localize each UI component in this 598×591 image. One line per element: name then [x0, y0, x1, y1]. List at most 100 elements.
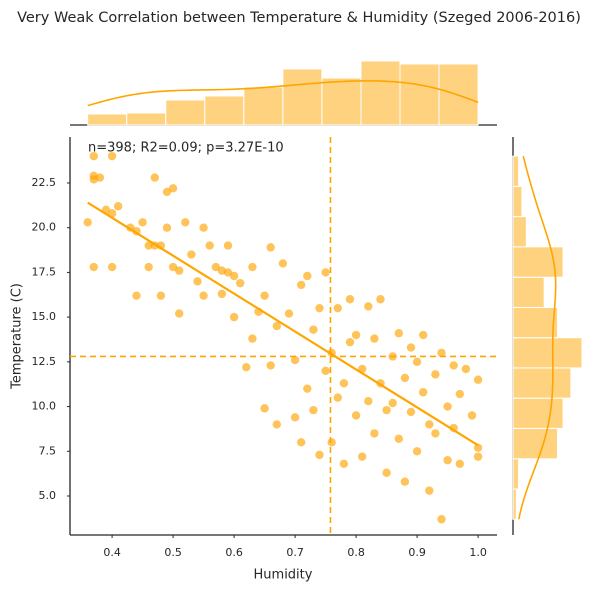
point [144, 262, 153, 272]
point [473, 443, 483, 452]
point [107, 151, 117, 161]
point [217, 289, 227, 299]
point [162, 223, 172, 232]
point [351, 411, 361, 420]
point [394, 329, 403, 338]
right-hist-bar [512, 488, 517, 520]
annotation: n=398; R2=0.09; p=3.27E-10 [88, 141, 284, 156]
top-hist-bar [321, 77, 362, 126]
point [449, 361, 458, 370]
point [296, 280, 306, 290]
point [400, 373, 410, 383]
point [272, 321, 281, 331]
point [290, 413, 300, 422]
point [321, 366, 330, 375]
y-tick-label: 10.0 [32, 400, 57, 413]
point [211, 262, 220, 272]
right-hist-bar [512, 185, 523, 218]
point [418, 330, 428, 340]
point [473, 452, 483, 461]
top-hist-bar [243, 86, 284, 126]
point [443, 402, 452, 411]
point [260, 291, 269, 300]
point [266, 243, 275, 252]
point [187, 250, 196, 259]
point [132, 291, 141, 300]
point [406, 407, 416, 417]
top-hist-bar [360, 60, 401, 126]
x-tick-label: 0.5 [164, 546, 182, 559]
point [284, 309, 294, 318]
point [174, 309, 184, 318]
point [223, 268, 233, 277]
point [400, 477, 410, 486]
point [199, 223, 208, 232]
y-tick-label: 22.5 [32, 176, 57, 189]
point [309, 405, 318, 415]
point [443, 456, 452, 465]
top-hist-bar [126, 112, 167, 126]
point [455, 459, 464, 469]
point [107, 262, 117, 272]
point [431, 429, 440, 438]
right-hist-bar [512, 367, 572, 399]
point [229, 312, 239, 322]
point [382, 405, 391, 415]
point [431, 370, 440, 379]
point [418, 388, 428, 397]
point [95, 173, 105, 182]
point [370, 429, 379, 438]
right-hist-bar [512, 276, 545, 308]
x-tick-label: 0.6 [225, 546, 243, 559]
point [272, 420, 281, 429]
top-hist-bar [204, 95, 245, 126]
top-hist-bar [165, 99, 206, 126]
point [364, 302, 373, 311]
point [248, 334, 257, 343]
point [467, 411, 477, 420]
right-hist-bar [512, 306, 559, 339]
point [89, 151, 98, 161]
point [406, 343, 416, 352]
top-hist-bar [87, 113, 128, 126]
point [83, 218, 92, 227]
y-tick-label: 20.0 [32, 221, 57, 234]
point [339, 379, 349, 388]
point [235, 278, 245, 288]
point [290, 355, 300, 365]
point [437, 515, 446, 524]
right-hist-bar [512, 337, 583, 369]
point [321, 268, 330, 277]
point [174, 266, 184, 275]
point [357, 452, 367, 461]
y-tick-label: 12.5 [32, 355, 57, 368]
right-kde [518, 155, 557, 520]
point [345, 337, 355, 347]
point [223, 241, 233, 250]
right-hist-bar [512, 427, 559, 460]
point [394, 434, 403, 443]
point [248, 262, 257, 272]
y-tick-label: 5.0 [39, 489, 57, 502]
point [315, 450, 324, 460]
top-hist-bar [399, 63, 440, 126]
point [303, 384, 312, 393]
point [156, 291, 166, 300]
point [412, 357, 422, 367]
point [89, 262, 98, 272]
point [376, 295, 385, 304]
point [364, 397, 373, 406]
point [181, 218, 190, 227]
point [315, 303, 324, 313]
point [333, 303, 342, 313]
x-tick-label: 0.7 [286, 546, 304, 559]
point [205, 241, 214, 250]
point [303, 271, 312, 281]
point [278, 259, 288, 268]
point [425, 420, 434, 429]
point [345, 295, 355, 304]
point [199, 291, 208, 300]
point [138, 218, 147, 227]
point [327, 438, 336, 447]
